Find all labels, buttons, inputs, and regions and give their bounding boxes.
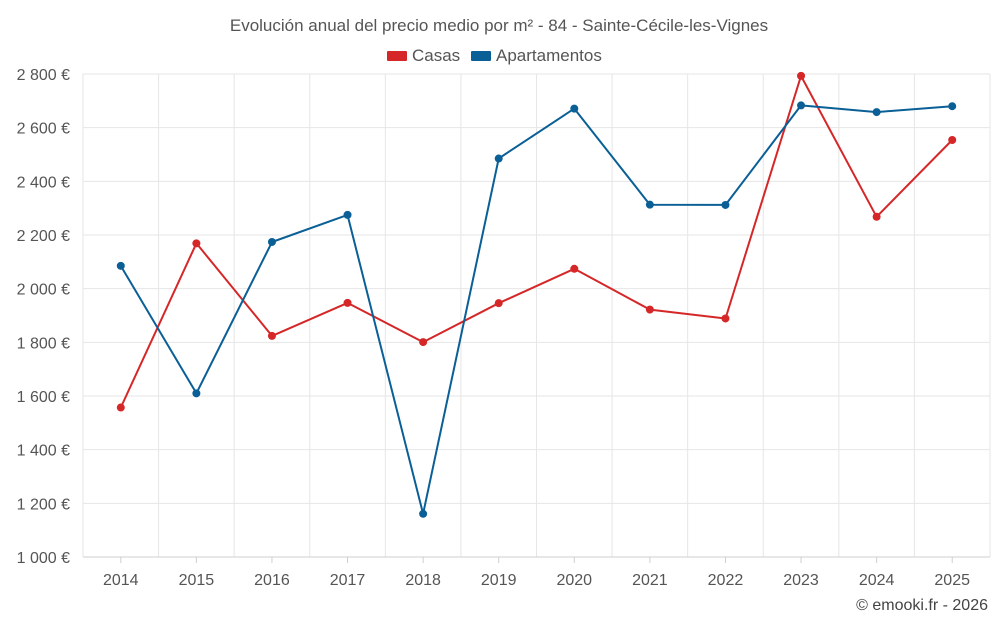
- x-tick-label: 2014: [103, 572, 139, 589]
- y-tick-label: 2 200 €: [17, 228, 70, 245]
- data-point-apartamentos[interactable]: [948, 102, 957, 111]
- legend-swatch-apartamentos: [471, 51, 491, 61]
- y-axis: 1 000 € 1 200 € 1 400 € 1 600 € 1 800 € 2 000…: [17, 67, 70, 567]
- chart-title: Evolución anual del precio medio por m² …: [230, 16, 768, 35]
- data-point-casas[interactable]: [721, 314, 730, 323]
- data-point-casas[interactable]: [116, 403, 125, 412]
- data-point-apartamentos[interactable]: [570, 104, 579, 113]
- series-line-apartamentos: [119, 104, 953, 515]
- y-tick-label: 1 400 €: [17, 443, 70, 460]
- x-tick-label: 2016: [254, 572, 290, 589]
- y-tick-label: 2 000 €: [17, 282, 70, 299]
- legend-label-apartamentos: Apartamentos: [496, 46, 602, 65]
- x-tick-label: 2022: [708, 572, 744, 589]
- y-tick-label: 1 800 €: [17, 335, 70, 352]
- x-tick-label: 2018: [405, 572, 441, 589]
- legend-swatch-casas: [387, 51, 407, 61]
- y-tick-label: 2 600 €: [17, 121, 70, 138]
- data-point-apartamentos[interactable]: [645, 200, 654, 209]
- data-point-apartamentos[interactable]: [494, 154, 503, 163]
- y-tick-label: 1 000 €: [17, 550, 70, 567]
- data-point-casas[interactable]: [645, 305, 654, 314]
- data-point-apartamentos[interactable]: [343, 210, 352, 219]
- x-tick-label: 2015: [179, 572, 215, 589]
- legend-label-casas: Casas: [412, 46, 460, 65]
- series-line-casas: [119, 74, 953, 408]
- data-point-casas[interactable]: [192, 239, 201, 248]
- data-point-casas[interactable]: [797, 71, 806, 80]
- data-point-casas[interactable]: [570, 264, 579, 273]
- x-tick-label: 2021: [632, 572, 668, 589]
- y-tick-label: 2 400 €: [17, 174, 70, 191]
- x-tick-label: 2020: [556, 572, 592, 589]
- series-group: [116, 71, 957, 518]
- data-point-casas[interactable]: [948, 136, 957, 145]
- x-tick-label: 2019: [481, 572, 517, 589]
- legend-item-casas[interactable]: Casas: [387, 46, 460, 65]
- data-point-casas[interactable]: [267, 331, 276, 340]
- data-point-casas[interactable]: [343, 298, 352, 307]
- y-tick-label: 1 200 €: [17, 496, 70, 513]
- y-tick-label: 2 800 €: [17, 67, 70, 84]
- x-tick-label: 2024: [859, 572, 895, 589]
- data-point-apartamentos[interactable]: [116, 261, 125, 270]
- x-tick-label: 2023: [783, 572, 819, 589]
- data-point-casas[interactable]: [494, 299, 503, 308]
- data-point-apartamentos[interactable]: [419, 509, 428, 518]
- data-point-apartamentos[interactable]: [721, 200, 730, 209]
- x-tick-label: 2017: [330, 572, 366, 589]
- data-point-apartamentos[interactable]: [267, 237, 276, 246]
- data-point-apartamentos[interactable]: [192, 389, 201, 398]
- x-axis: 2014 2015 2016 2017 2018 2019 2020 2021 2022 2023…: [83, 556, 990, 589]
- data-point-apartamentos[interactable]: [872, 108, 881, 117]
- credit-text: © emooki.fr - 2026: [856, 597, 988, 614]
- data-point-casas[interactable]: [872, 212, 881, 221]
- data-point-apartamentos[interactable]: [797, 101, 806, 110]
- y-tick-label: 1 600 €: [17, 389, 70, 406]
- legend-item-apartamentos[interactable]: Apartamentos: [471, 46, 602, 65]
- data-point-casas[interactable]: [419, 338, 428, 347]
- grid-lines: [82, 73, 991, 557]
- x-tick-label: 2025: [934, 572, 970, 589]
- legend: Casas Apartamentos: [387, 46, 602, 65]
